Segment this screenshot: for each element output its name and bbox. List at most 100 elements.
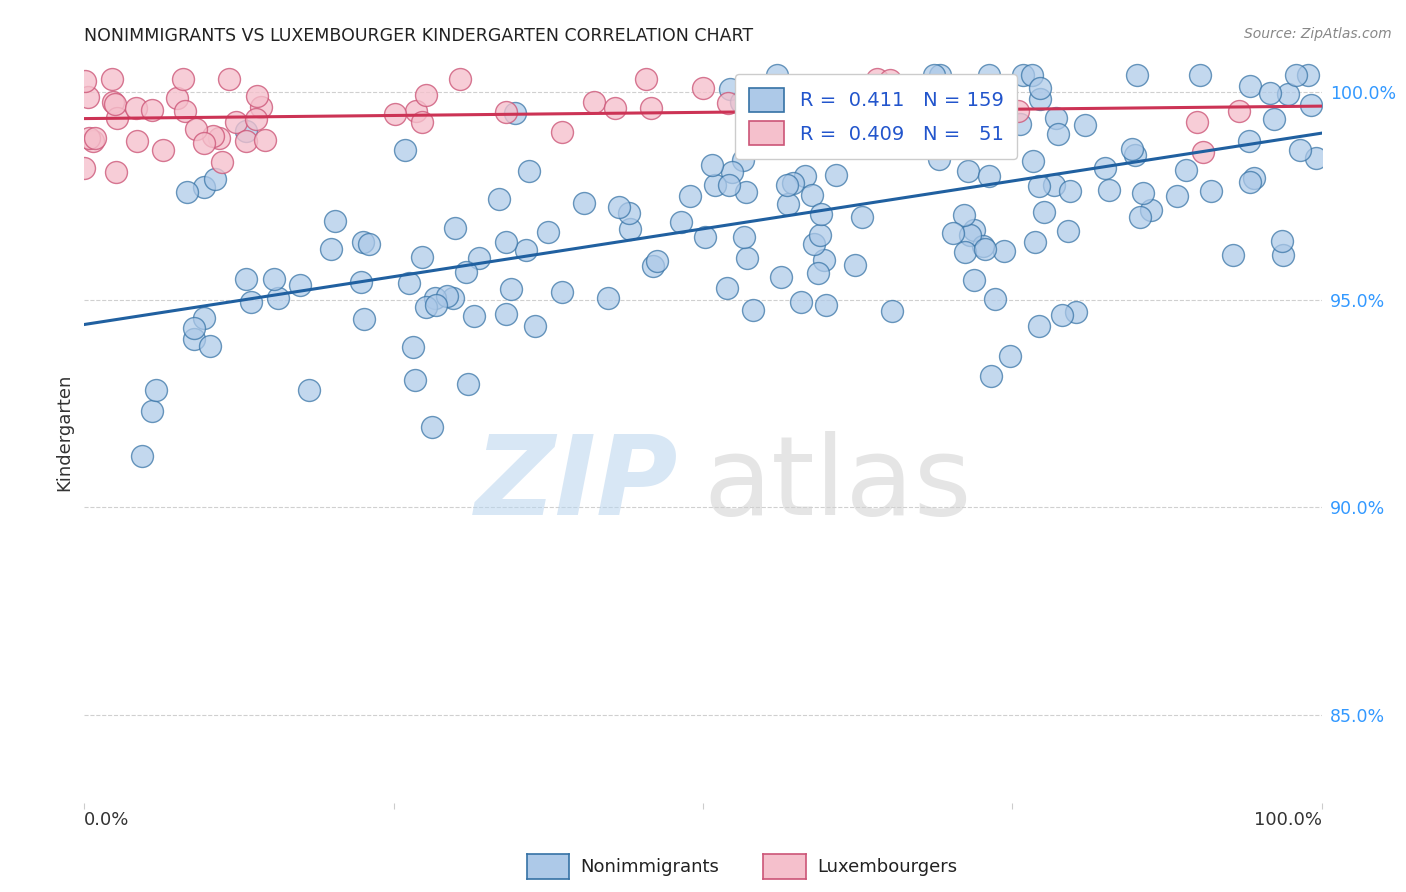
Point: [104, 165, 127, 179]
Point: [1263, 112, 1285, 127]
Point: [948, 115, 970, 129]
Point: [1166, 189, 1188, 203]
Point: [765, 68, 787, 82]
Point: [441, 291, 464, 305]
Point: [1043, 178, 1066, 192]
Point: [467, 252, 489, 266]
Point: [900, 102, 922, 116]
Point: [959, 227, 981, 242]
Point: [202, 129, 225, 144]
Point: [537, 226, 560, 240]
Point: [1271, 234, 1294, 248]
Point: [495, 307, 517, 321]
Point: [415, 87, 437, 102]
Point: [645, 254, 668, 268]
Point: [183, 332, 205, 346]
Point: [218, 72, 240, 87]
Point: [641, 259, 664, 273]
Point: [515, 244, 537, 258]
Point: [607, 201, 630, 215]
Point: [928, 68, 950, 82]
Point: [979, 68, 1001, 82]
Point: [1057, 224, 1080, 238]
Point: [669, 215, 692, 229]
Point: [211, 155, 233, 169]
Point: [235, 134, 257, 148]
Point: [1305, 151, 1327, 165]
Point: [423, 291, 446, 305]
Point: [1022, 153, 1045, 168]
Text: 100.0%: 100.0%: [1254, 811, 1322, 830]
Point: [720, 165, 742, 179]
Point: [141, 403, 163, 417]
Point: [353, 235, 375, 249]
Point: [1296, 68, 1319, 82]
Point: [979, 138, 1001, 153]
Point: [979, 169, 1001, 184]
Point: [207, 131, 229, 145]
Point: [810, 207, 832, 221]
Point: [692, 81, 714, 95]
Point: [716, 281, 738, 295]
Point: [984, 292, 1007, 306]
Point: [505, 106, 527, 120]
Point: [1301, 98, 1323, 112]
Point: [1187, 115, 1209, 129]
Point: [463, 309, 485, 323]
Point: [963, 223, 986, 237]
Point: [495, 235, 517, 249]
Point: [880, 304, 903, 318]
Point: [152, 143, 174, 157]
Point: [703, 178, 725, 192]
Point: [789, 295, 811, 310]
Point: [449, 72, 471, 87]
Point: [962, 273, 984, 287]
Point: [350, 275, 373, 289]
Point: [523, 319, 546, 334]
Point: [411, 250, 433, 264]
Point: [844, 258, 866, 272]
Point: [186, 122, 208, 136]
Point: [357, 236, 380, 251]
Point: [1045, 111, 1067, 125]
Point: [82, 134, 104, 148]
Point: [454, 265, 477, 279]
Point: [731, 153, 754, 168]
Point: [813, 253, 835, 268]
Y-axis label: Kindergarten: Kindergarten: [55, 374, 73, 491]
Point: [800, 187, 823, 202]
Point: [79, 131, 101, 145]
Point: [176, 185, 198, 199]
Point: [323, 214, 346, 228]
Point: [737, 251, 759, 265]
Point: [457, 376, 479, 391]
Point: [394, 143, 416, 157]
Point: [886, 106, 908, 120]
Point: [851, 210, 873, 224]
Point: [1201, 184, 1223, 198]
Point: [617, 206, 640, 220]
Point: [1289, 143, 1312, 157]
Point: [735, 185, 758, 199]
Point: [443, 220, 465, 235]
Point: [1098, 183, 1121, 197]
Text: ZIP: ZIP: [475, 431, 678, 538]
Point: [942, 226, 965, 240]
Point: [353, 312, 375, 326]
Point: [193, 136, 215, 151]
Point: [875, 130, 897, 145]
Point: [793, 169, 815, 183]
Point: [104, 96, 127, 111]
Point: [1064, 304, 1087, 318]
Point: [411, 115, 433, 129]
Point: [73, 161, 96, 175]
Point: [825, 168, 848, 182]
Point: [245, 112, 267, 126]
Point: [980, 369, 1002, 384]
Point: [1132, 186, 1154, 201]
Point: [551, 125, 574, 139]
Point: [402, 340, 425, 354]
Point: [405, 104, 427, 119]
Point: [145, 383, 167, 397]
Point: [200, 339, 222, 353]
